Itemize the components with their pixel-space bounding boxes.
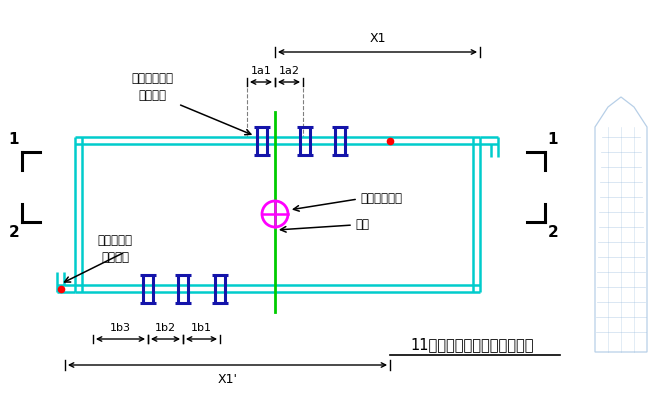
Text: X1': X1'	[217, 373, 238, 386]
Text: X1: X1	[369, 32, 386, 45]
Text: 11层预留套管定位平面示意图: 11层预留套管定位平面示意图	[410, 337, 534, 352]
Text: 2: 2	[9, 225, 20, 240]
Text: 1b1: 1b1	[191, 323, 212, 333]
Text: 1: 1	[9, 132, 19, 147]
Text: 1b2: 1b2	[155, 323, 176, 333]
Text: 激光: 激光	[355, 219, 369, 232]
Text: 1b3: 1b3	[110, 323, 131, 333]
Text: 土建基准线
（余同）: 土建基准线 （余同）	[98, 234, 132, 264]
Text: 1a2: 1a2	[278, 66, 299, 76]
Text: 红外线投线仪: 红外线投线仪	[360, 193, 402, 206]
Text: 1a1: 1a1	[251, 66, 271, 76]
Text: 1: 1	[548, 132, 558, 147]
Text: 2: 2	[548, 225, 558, 240]
Text: 套管预留位置
（余同）: 套管预留位置 （余同）	[131, 72, 173, 102]
